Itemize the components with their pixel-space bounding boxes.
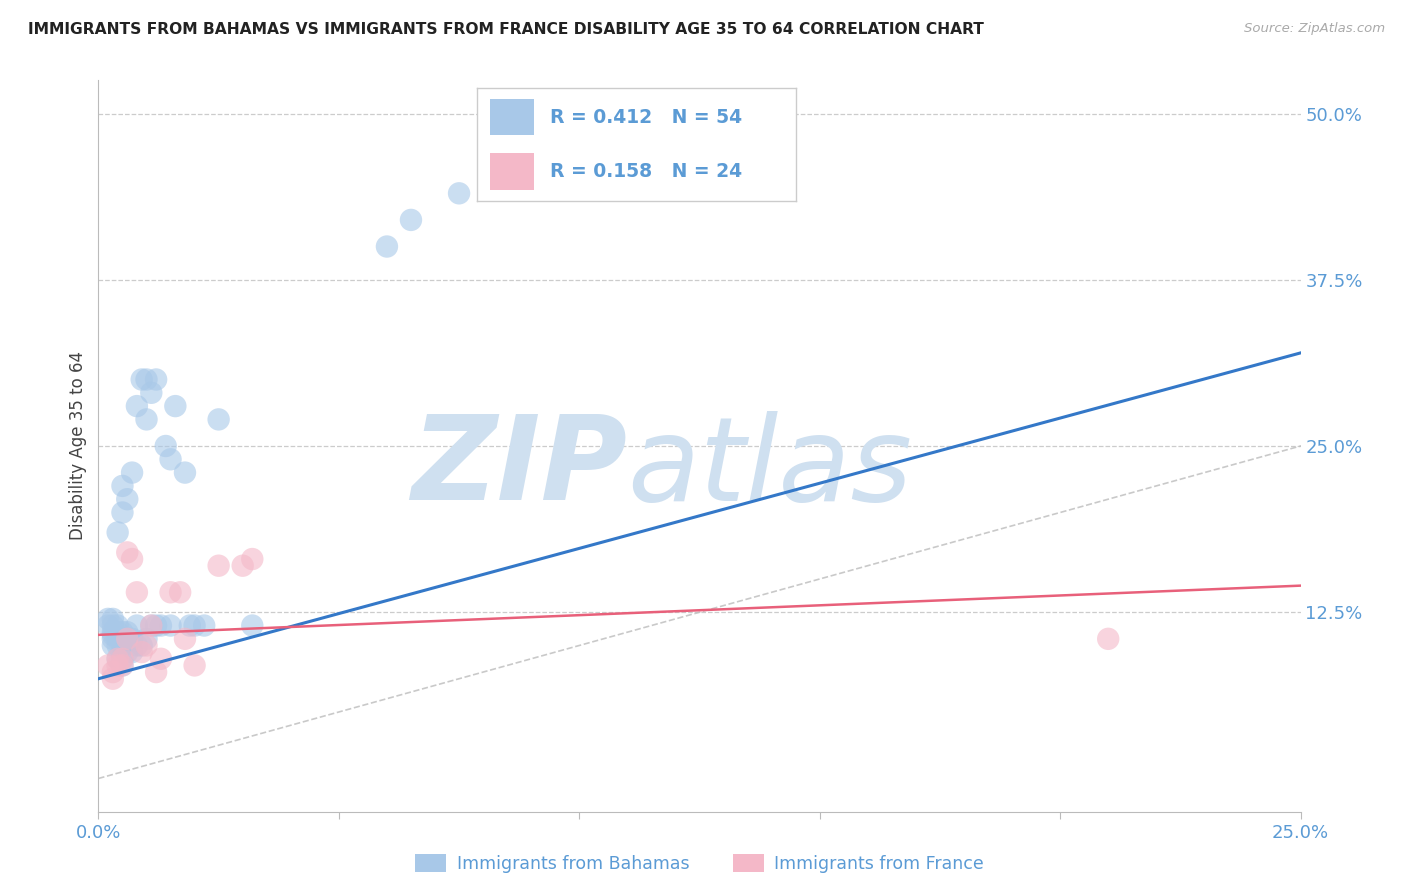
Point (107, 658, 129, 673)
Point (97, 618, 120, 632)
Point (101, 628, 124, 642)
Point (121, 645, 143, 659)
Point (135, 632, 157, 646)
Point (193, 618, 215, 632)
Point (107, 652, 129, 666)
Point (111, 652, 134, 666)
Point (179, 618, 201, 632)
Point (101, 612, 124, 626)
Point (208, 558, 231, 573)
Point (141, 618, 163, 632)
Point (183, 618, 205, 632)
Point (145, 618, 167, 632)
Point (111, 652, 134, 666)
Point (125, 399, 148, 413)
Point (117, 625, 139, 640)
Point (111, 632, 134, 646)
Point (145, 372, 167, 386)
Point (107, 652, 129, 666)
Point (111, 625, 134, 640)
Point (240, 552, 263, 566)
Text: ZIP: ZIP (412, 410, 627, 525)
Point (240, 618, 263, 632)
Point (208, 412, 231, 426)
Point (131, 645, 153, 659)
Point (447, 186, 470, 201)
Point (141, 385, 163, 400)
Point (131, 372, 153, 386)
Point (169, 585, 191, 599)
Point (117, 645, 139, 659)
Point (101, 625, 124, 640)
Point (159, 585, 181, 599)
Point (125, 639, 148, 653)
Point (135, 639, 157, 653)
Text: atlas: atlas (627, 411, 912, 525)
Point (174, 632, 197, 646)
Point (165, 399, 187, 413)
Point (183, 658, 205, 673)
Y-axis label: Disability Age 35 to 64: Disability Age 35 to 64 (69, 351, 87, 541)
Point (131, 639, 153, 653)
Point (159, 452, 181, 467)
Point (107, 625, 129, 640)
Point (121, 466, 143, 480)
Legend: Immigrants from Bahamas, Immigrants from France: Immigrants from Bahamas, Immigrants from… (408, 847, 991, 880)
Point (145, 665, 167, 679)
Text: IMMIGRANTS FROM BAHAMAS VS IMMIGRANTS FROM FRANCE DISABILITY AGE 35 TO 64 CORREL: IMMIGRANTS FROM BAHAMAS VS IMMIGRANTS FR… (28, 22, 984, 37)
Point (107, 525, 129, 540)
Point (101, 672, 124, 686)
Point (111, 658, 134, 673)
Point (149, 652, 172, 666)
Point (111, 658, 134, 673)
Point (375, 239, 398, 253)
Point (232, 558, 254, 573)
Point (174, 466, 197, 480)
Point (101, 632, 124, 646)
Point (107, 618, 129, 632)
Point (101, 618, 124, 632)
Point (117, 545, 139, 559)
Point (149, 618, 172, 632)
Point (117, 492, 139, 507)
Point (107, 639, 129, 653)
Point (1097, 632, 1119, 646)
Point (125, 585, 148, 599)
Point (125, 618, 148, 632)
Point (121, 552, 143, 566)
Point (107, 632, 129, 646)
Point (121, 632, 143, 646)
Point (101, 639, 124, 653)
Point (141, 618, 163, 632)
Point (155, 439, 177, 453)
Point (159, 618, 181, 632)
Point (399, 213, 422, 227)
Point (111, 479, 134, 493)
Point (97, 612, 120, 626)
Text: Source: ZipAtlas.com: Source: ZipAtlas.com (1244, 22, 1385, 36)
Point (135, 412, 157, 426)
Point (97, 658, 120, 673)
Point (111, 506, 134, 520)
Point (135, 372, 157, 386)
Point (117, 632, 139, 646)
Point (117, 632, 139, 646)
Point (111, 639, 134, 653)
Point (101, 665, 124, 679)
